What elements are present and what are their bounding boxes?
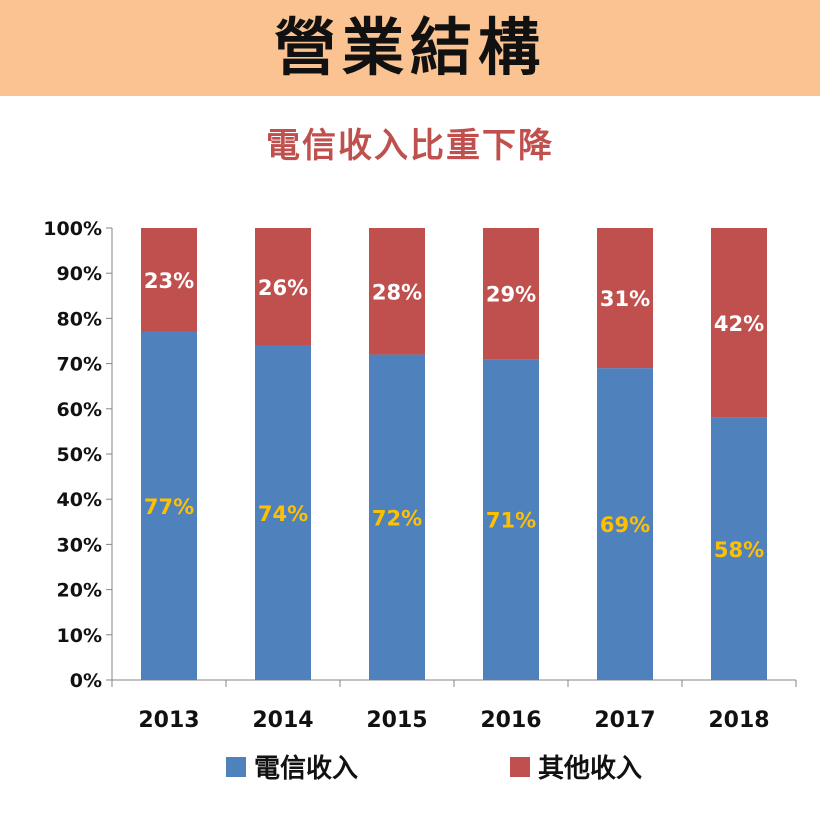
data-label-telecom: 72% (372, 506, 422, 530)
y-tick-label: 60% (57, 399, 102, 421)
bar-segment-other (483, 228, 539, 360)
bar-segment-other (369, 228, 425, 355)
legend-item-other: 其他收入 (510, 748, 642, 785)
bar-segment-other (141, 228, 197, 332)
legend-label-other: 其他收入 (538, 754, 643, 784)
data-label-other: 28% (372, 280, 422, 304)
x-category-label: 2014 (252, 708, 313, 733)
y-tick-label: 40% (57, 489, 102, 511)
x-category-label: 2017 (594, 708, 655, 733)
data-label-other: 23% (144, 269, 194, 293)
bar-segment-telecom (711, 417, 767, 680)
data-label-telecom: 69% (600, 513, 650, 537)
data-label-other: 29% (486, 283, 536, 307)
data-label-telecom: 58% (714, 538, 764, 562)
data-label-other: 42% (714, 312, 764, 336)
y-tick-label: 20% (57, 580, 102, 602)
bar-segment-other (711, 228, 767, 418)
bar-segment-other (597, 228, 653, 369)
y-tick-label: 30% (57, 534, 102, 556)
y-tick-label: 10% (57, 625, 102, 647)
y-tick-label: 0% (70, 670, 102, 692)
legend-item-telecom: 電信收入 (226, 748, 358, 785)
bar-segment-telecom (369, 354, 425, 680)
x-category-label: 2013 (138, 708, 199, 733)
legend-label-telecom: 電信收入 (254, 754, 359, 784)
y-tick-label: 90% (57, 263, 102, 285)
bar-segment-telecom (483, 359, 539, 680)
chart-title: 電信收入比重下降 (266, 126, 554, 166)
y-tick-label: 100% (43, 218, 102, 240)
x-category-label: 2015 (366, 708, 427, 733)
legend-swatch-telecom (226, 756, 246, 777)
data-label-other: 26% (258, 276, 308, 300)
x-category-label: 2018 (708, 708, 769, 733)
data-label-other: 31% (600, 287, 650, 311)
y-tick-label: 50% (57, 444, 102, 466)
bar-segment-telecom (141, 331, 197, 680)
bar-segment-telecom (597, 368, 653, 680)
x-category-label: 2016 (480, 708, 541, 733)
header-banner: 營業結構 (0, 0, 820, 96)
data-label-telecom: 74% (258, 502, 308, 526)
legend-swatch-other (510, 756, 530, 777)
y-tick-label: 80% (57, 308, 102, 330)
data-label-telecom: 77% (144, 495, 194, 519)
data-label-telecom: 71% (486, 509, 536, 533)
y-tick-label: 70% (57, 354, 102, 376)
bar-segment-other (255, 228, 311, 346)
page-title: 營業結構 (273, 11, 546, 84)
bar-segment-telecom (255, 345, 311, 680)
chart-legend: 電信收入 其他收入 (0, 748, 820, 788)
